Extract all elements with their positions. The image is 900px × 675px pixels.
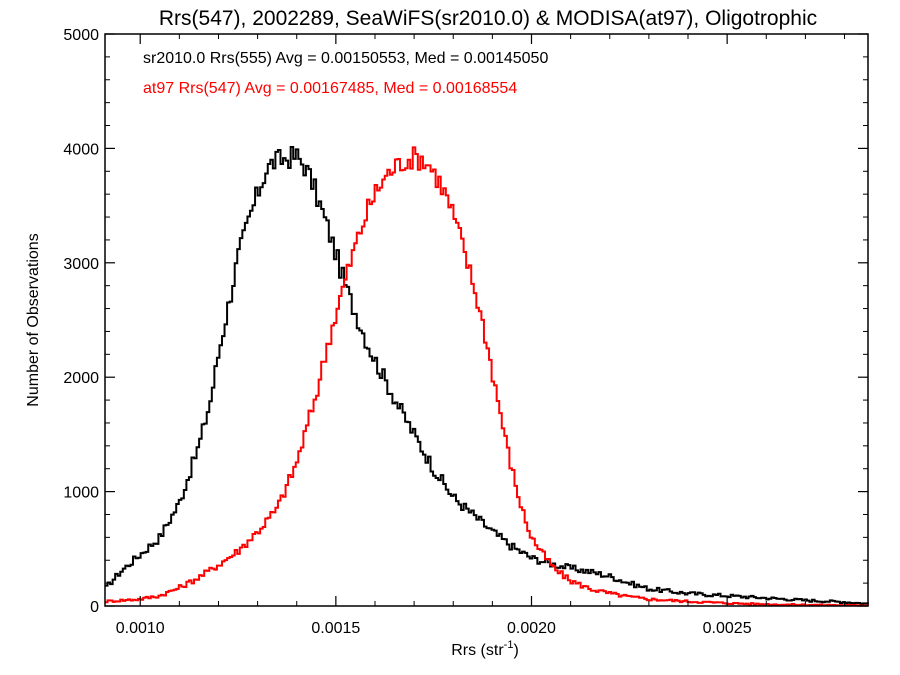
series-line-at97: [105, 146, 869, 607]
series-layer: [105, 146, 869, 607]
x-tick-label: 0.0010: [116, 620, 165, 637]
y-tick-label: 5000: [63, 27, 99, 44]
y-tick-label: 3000: [63, 256, 99, 273]
x-tick-label: 0.0020: [507, 620, 556, 637]
y-tick-label: 4000: [63, 141, 99, 158]
plot-frame: [104, 33, 869, 607]
series-line-sr2010: [105, 146, 869, 605]
x-axis-label-close: ): [513, 642, 518, 659]
x-axis: 0.0010 0.0015 0.0020 0.0025: [116, 34, 846, 637]
x-axis-label-main: Rrs (str: [451, 642, 504, 659]
y-tick-label: 1000: [63, 485, 99, 502]
x-axis-label: Rrs (str-1): [451, 639, 519, 659]
annotation-at97: at97 Rrs(547) Avg = 0.00167485, Med = 0.…: [143, 80, 517, 97]
x-tick-label: 0.0025: [703, 620, 752, 637]
y-tick-label: 0: [90, 599, 99, 616]
chart-title: Rrs(547), 2002289, SeaWiFS(sr2010.0) & M…: [159, 7, 817, 30]
x-axis-label-sup: -1: [504, 639, 514, 651]
y-tick-label: 2000: [63, 370, 99, 387]
annotation-sr2010: sr2010.0 Rrs(555) Avg = 0.00150553, Med …: [143, 50, 548, 67]
y-axis: 0 1000 2000 3000 4000 5000: [63, 27, 868, 616]
x-tick-label: 0.0015: [311, 620, 360, 637]
y-axis-label: Number of Observations: [25, 233, 42, 406]
